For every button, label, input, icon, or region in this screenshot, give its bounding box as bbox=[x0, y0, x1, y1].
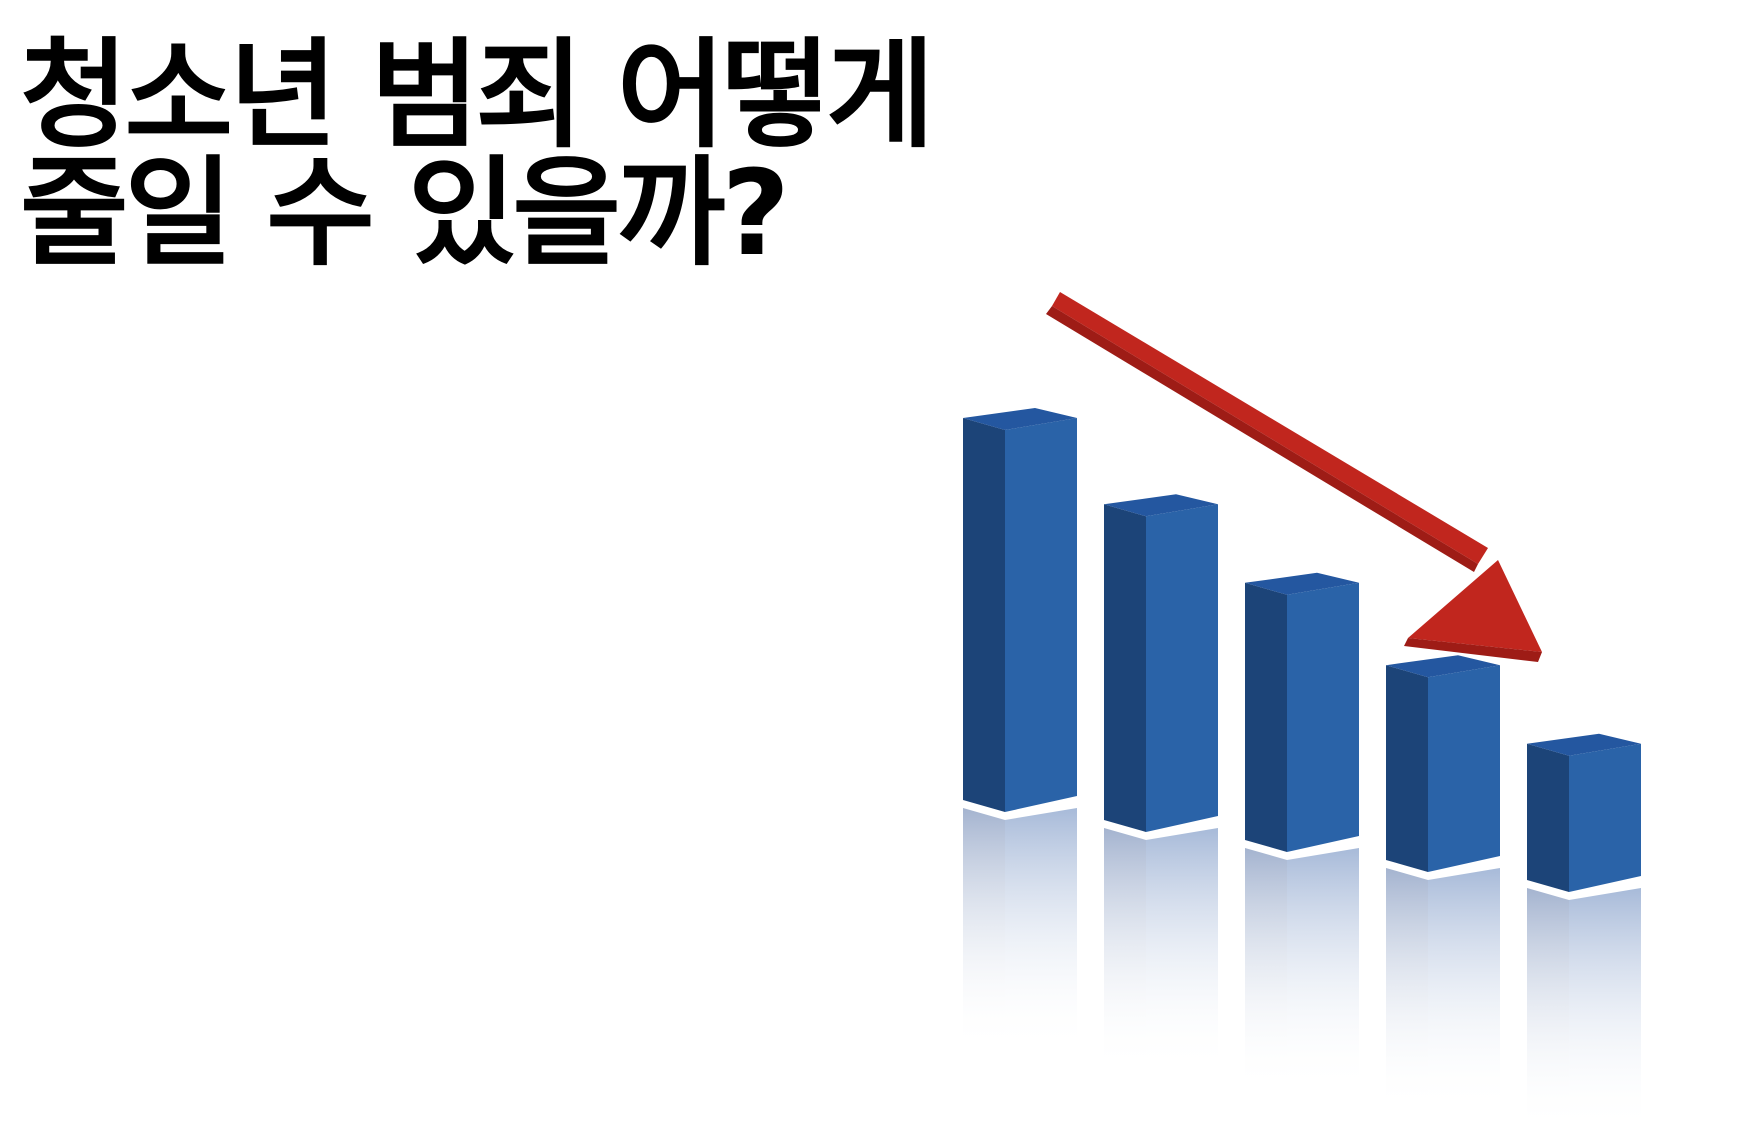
bar-top-face bbox=[1527, 733, 1641, 756]
bar-side-face bbox=[1527, 743, 1569, 892]
headline: 청소년 범죄 어떻게 줄일 수 있을까? bbox=[20, 36, 1120, 272]
bar-front-face bbox=[1287, 582, 1359, 852]
arrow-shaft bbox=[1052, 292, 1488, 564]
bar-top-face bbox=[1386, 655, 1500, 678]
bar-front-face bbox=[1569, 743, 1641, 892]
bar-reflection-front bbox=[1005, 808, 1077, 1050]
arrow-shaft-shade bbox=[1046, 306, 1478, 572]
bar-side-face bbox=[1386, 665, 1428, 872]
bar-reflection-front bbox=[1146, 828, 1218, 1070]
bars-group bbox=[963, 408, 1641, 1130]
bar-reflection-side bbox=[963, 808, 1005, 1050]
bar-side-face bbox=[1104, 504, 1146, 832]
arrow-head bbox=[1408, 560, 1542, 652]
bar-reflection-front bbox=[1569, 888, 1641, 1130]
bar-reflection-side bbox=[1527, 888, 1569, 1130]
bar-top-face bbox=[963, 408, 1077, 430]
bar-front-face bbox=[1146, 504, 1218, 832]
bar-top-face bbox=[1104, 494, 1218, 517]
bar-reflection-front bbox=[1287, 848, 1359, 1090]
bar-side-face bbox=[963, 418, 1005, 812]
bar-reflection-front bbox=[1428, 868, 1500, 1110]
declining-bar-chart-illustration bbox=[963, 292, 1641, 1130]
headline-line-2: 줄일 수 있을까? bbox=[20, 144, 790, 282]
bar-side-face bbox=[1245, 582, 1287, 852]
bar-front-face bbox=[1428, 665, 1500, 872]
bar-reflection-side bbox=[1245, 848, 1287, 1090]
bar-reflection-side bbox=[1104, 828, 1146, 1070]
arrow-head-shade bbox=[1404, 638, 1542, 662]
bar-front-face bbox=[1005, 418, 1077, 812]
headline-line-1: 청소년 범죄 어떻게 bbox=[20, 26, 935, 164]
down-arrow-icon bbox=[1046, 292, 1542, 662]
bar-top-face bbox=[1245, 572, 1359, 595]
bar-reflection-side bbox=[1386, 868, 1428, 1110]
